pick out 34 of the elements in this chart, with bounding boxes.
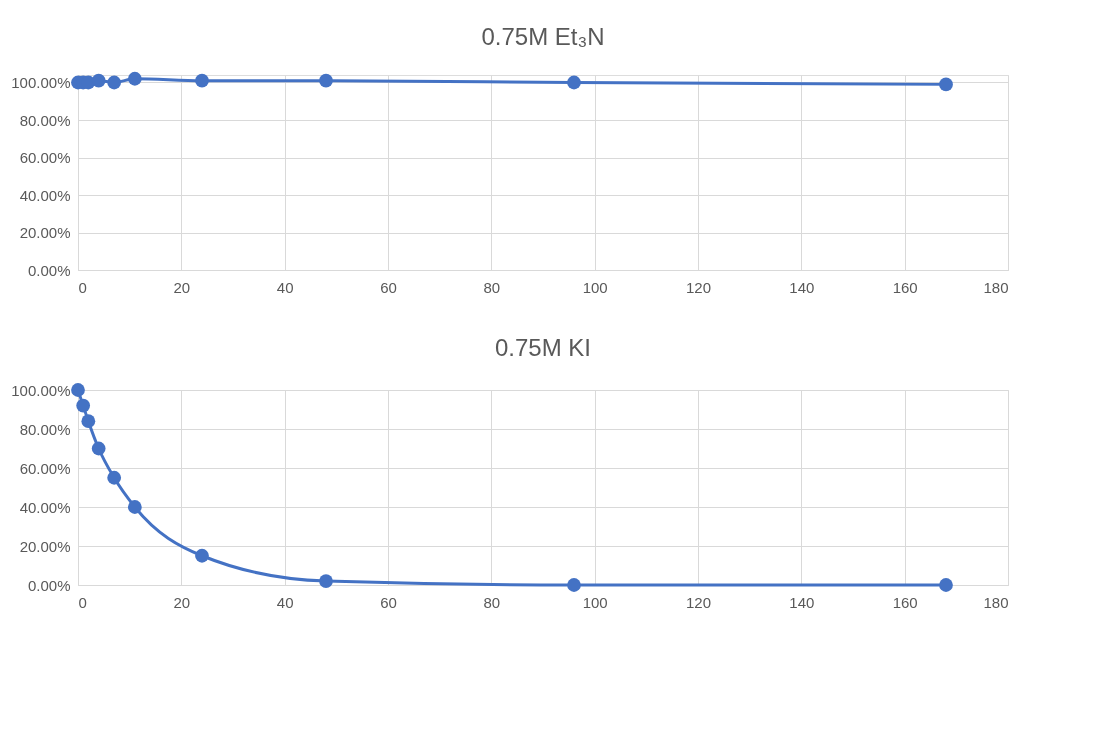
y-tick-label: 60.00% [19, 149, 71, 166]
y-tick-label: 40.00% [19, 186, 71, 204]
x-tick-label: 120 [685, 593, 712, 611]
chart-title: 0.75M KI [494, 334, 592, 361]
x-tick-label: 180 [983, 278, 1009, 296]
x-tick-label: 0 [78, 593, 87, 611]
x-tick-label: 120 [685, 278, 712, 296]
x-tick-label: 140 [789, 278, 815, 296]
y-tick-label: 40.00% [19, 498, 71, 516]
chart-title: 0.75M Et₃N [481, 22, 605, 50]
x-tick-label: 160 [892, 593, 918, 611]
y-tick-label: 80.00% [19, 420, 71, 438]
y-tick-label: 20.00% [19, 537, 71, 555]
y-tick-label: 100.00% [11, 381, 71, 399]
x-tick-label: 100 [582, 593, 608, 611]
y-tick-label: 20.00% [19, 224, 71, 241]
x-tick-label: 160 [892, 278, 918, 296]
x-tick-label: 140 [789, 593, 815, 611]
y-tick-label: 0.00% [27, 261, 71, 279]
x-tick-label: 20 [173, 593, 191, 611]
x-tick-label: 60 [380, 593, 397, 611]
x-tick-label: 20 [173, 278, 191, 296]
y-tick-label: 0.00% [27, 576, 71, 594]
x-tick-label: 80 [483, 593, 501, 611]
y-tick-label: 80.00% [19, 111, 71, 129]
y-tick-label: 100.00% [11, 74, 71, 91]
x-tick-label: 180 [983, 593, 1009, 611]
x-tick-label: 0 [78, 278, 87, 296]
x-tick-label: 100 [582, 278, 608, 296]
x-tick-label: 80 [483, 278, 501, 296]
x-tick-label: 60 [380, 278, 397, 296]
y-tick-label: 60.00% [19, 459, 71, 477]
x-tick-label: 40 [276, 593, 294, 611]
x-tick-label: 40 [276, 278, 294, 296]
